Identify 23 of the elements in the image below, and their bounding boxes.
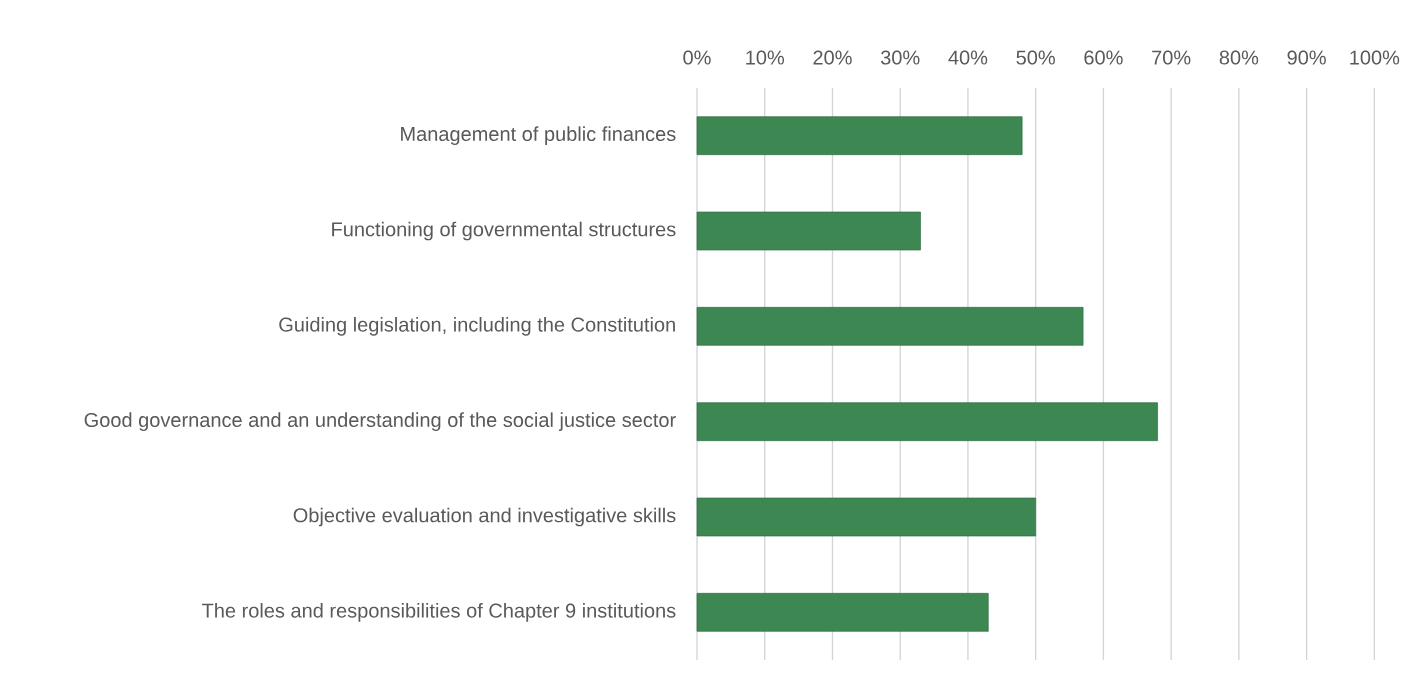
- x-tick-label: 30%: [880, 50, 920, 65]
- x-tick-label: 40%: [948, 50, 988, 65]
- x-tick-label: 10%: [746, 50, 785, 65]
- y-tick-label: Good governance and an understanding of the social justice sector: [84, 412, 676, 431]
- x-tick-label: 20%: [813, 50, 852, 65]
- x-tick-label: 60%: [1084, 50, 1123, 65]
- y-tick-label: Management of public finances: [401, 126, 676, 145]
- bar: [696, 593, 989, 632]
- bar: [696, 211, 921, 251]
- y-tick-label: Guiding legislation, including the Constitution: [279, 317, 675, 336]
- bar: [696, 402, 1158, 442]
- x-tick-label: 0%: [683, 50, 711, 65]
- x-tick-label: 50%: [1016, 50, 1055, 65]
- x-tick-label: 80%: [1219, 50, 1259, 65]
- x-tick-label: 90%: [1287, 50, 1326, 65]
- bar: [696, 497, 1037, 537]
- bar: [696, 307, 1084, 346]
- y-tick-label: Functioning of governmental structures: [332, 221, 676, 241]
- y-tick-label: The roles and responsibilities of Chapter 9 institutions: [202, 603, 676, 622]
- x-tick-label: 100%: [1350, 50, 1400, 65]
- y-tick-label: Objective evaluation and investigative skills: [293, 507, 676, 527]
- x-tick-label: 70%: [1152, 50, 1191, 65]
- bar: [696, 116, 1023, 156]
